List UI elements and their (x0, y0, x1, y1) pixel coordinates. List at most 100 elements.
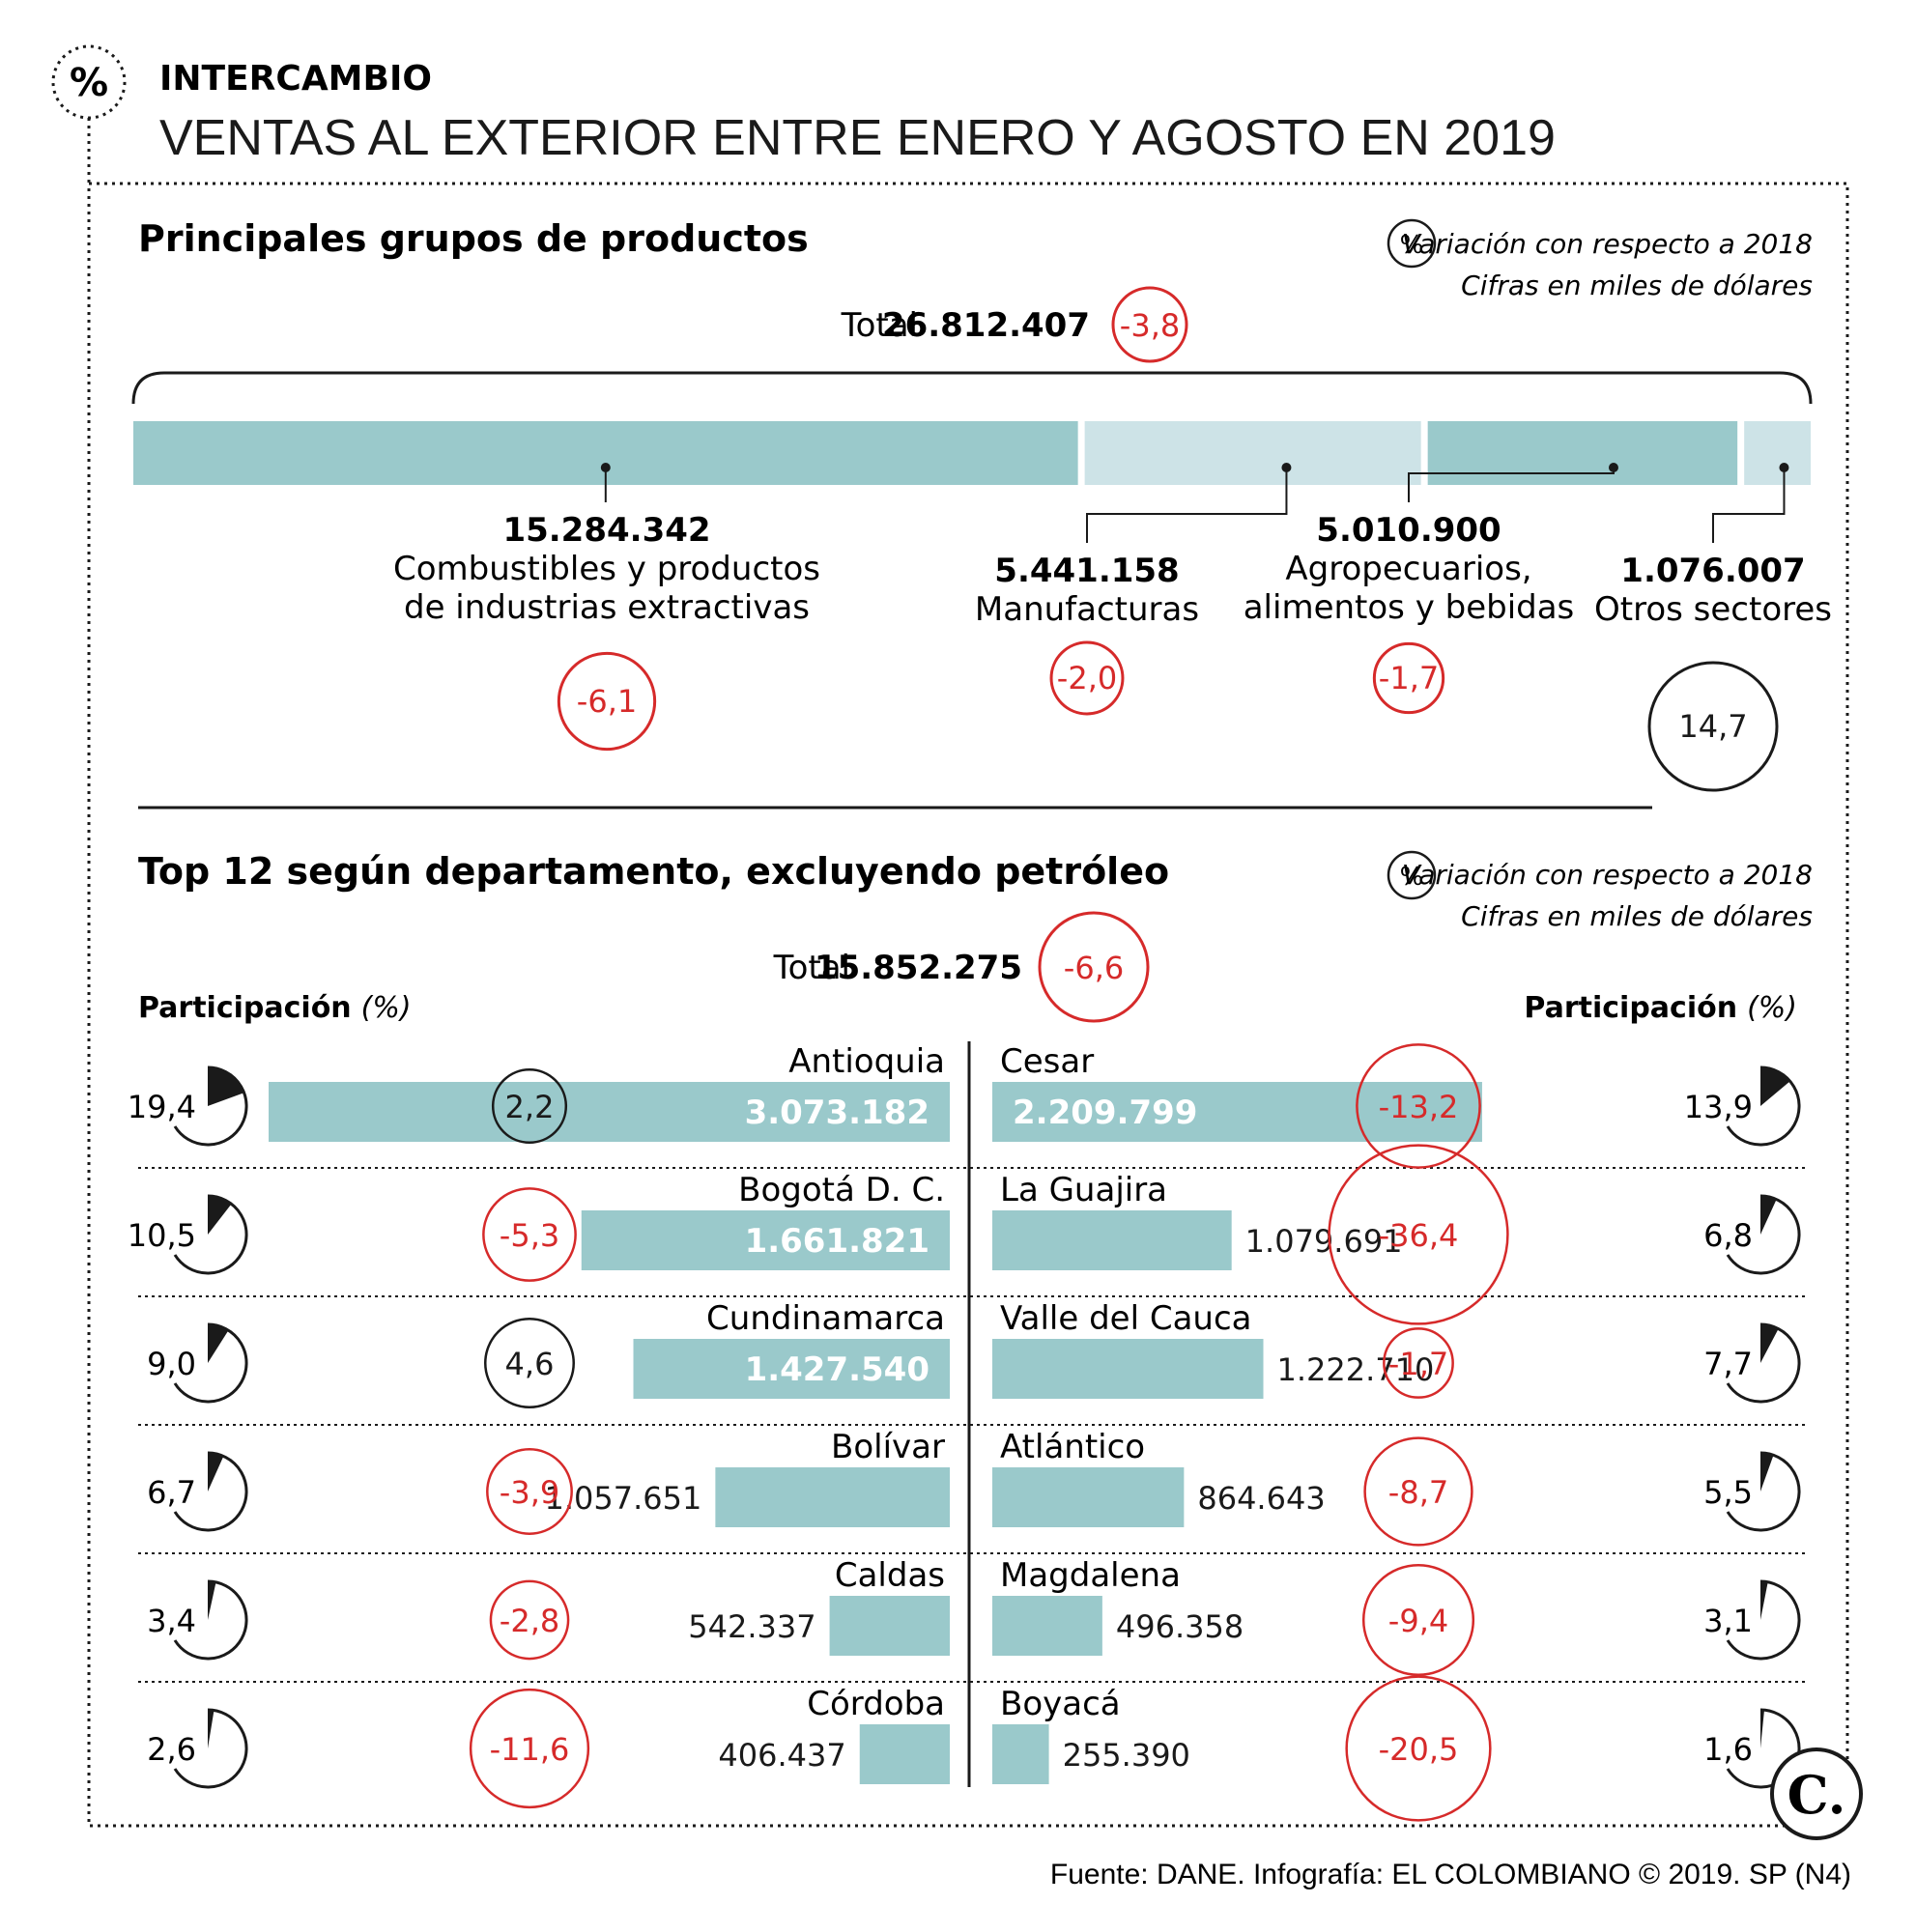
share-gauge-ring (1726, 1579, 1801, 1661)
department-value-label: 1.222.710 (1276, 1351, 1434, 1388)
share-label: 13,9 (1684, 1089, 1753, 1125)
share-label: 6,8 (1703, 1217, 1753, 1254)
legend-percent-icon (1387, 850, 1437, 900)
department-change-circle (1356, 1043, 1481, 1169)
product-category-label: Otros sectores (1594, 590, 1832, 629)
share-gauge-wedge (208, 1324, 229, 1363)
kicker: INTERCAMBIO (159, 59, 432, 99)
department-name: Bolívar (831, 1428, 945, 1466)
share-gauge-wedge (208, 1453, 224, 1492)
product-category-label: Agropecuarios, (1285, 550, 1531, 588)
department-name: Boyacá (1000, 1685, 1121, 1723)
department-bar (581, 1210, 950, 1270)
logo-letter: C. (1787, 1764, 1846, 1826)
share-gauge-ring (173, 1451, 248, 1532)
product-bar-segment (1744, 421, 1811, 485)
department-change-label: -9,4 (1388, 1603, 1448, 1639)
department-value-label: 1.079.691 (1245, 1223, 1403, 1260)
legend-percent-icon (1387, 218, 1437, 269)
product-change-label: 14,7 (1678, 708, 1747, 745)
share-gauge-wedge (1760, 1067, 1790, 1106)
department-value-label: 542.337 (688, 1608, 815, 1645)
leader-line (1712, 468, 1786, 543)
department-change-circle (491, 1067, 568, 1145)
share-gauge-wedge (208, 1580, 216, 1620)
department-change-label: -5,3 (500, 1217, 559, 1254)
departments-heading: Top 12 según departamento, excluyendo pe… (138, 850, 1169, 893)
department-value-label: 255.390 (1063, 1737, 1190, 1774)
share-gauge-wedge (208, 1709, 214, 1748)
departments-total-change: -6,6 (1064, 950, 1124, 986)
department-bar (992, 1467, 1185, 1527)
department-change-label: -2,8 (500, 1603, 559, 1639)
department-name: Valle del Cauca (1000, 1299, 1251, 1338)
department-bar (829, 1596, 950, 1656)
department-change-circle (1363, 1436, 1473, 1547)
department-name: Caldas (835, 1556, 945, 1595)
total-bracket (131, 371, 1813, 405)
header: % INTERCAMBIO VENTAS AL EXTERIOR ENTRE E… (51, 44, 1556, 184)
department-change-label: -11,6 (490, 1731, 570, 1768)
department-change-circle (484, 1318, 575, 1408)
share-gauge-ring (1726, 1322, 1801, 1404)
product-bar-segment (1427, 421, 1738, 485)
products-total-change-circle (1111, 286, 1188, 363)
share-gauge-wedge (208, 1067, 244, 1106)
departments-section-header: Top 12 según departamento, excluyendo pe… (138, 850, 1813, 1787)
department-value-label: 406.437 (718, 1737, 845, 1774)
source-note: Fuente: DANE. Infografía: EL COLOMBIANO … (1050, 1859, 1851, 1890)
share-label: 5,5 (1703, 1474, 1753, 1511)
department-bar (992, 1596, 1102, 1656)
share-label: 1,6 (1703, 1731, 1753, 1768)
department-bar (992, 1082, 1482, 1142)
product-value-label: 5.441.158 (994, 552, 1179, 590)
share-gauge-ring (173, 1708, 248, 1789)
product-change-circle (557, 651, 657, 752)
department-name: Cesar (1000, 1042, 1094, 1081)
share-gauge-wedge (1760, 1710, 1764, 1748)
legend-percent-symbol: % (1400, 863, 1424, 892)
share-label: 3,1 (1703, 1603, 1753, 1639)
product-category-label: Manufacturas (975, 590, 1199, 629)
department-value-label: 864.643 (1197, 1480, 1325, 1517)
products-total-change: -3,8 (1120, 307, 1180, 344)
leader-line (1408, 468, 1615, 502)
department-change-circle (486, 1448, 573, 1535)
department-change-label: -20,5 (1379, 1731, 1459, 1768)
product-value-label: 5.010.900 (1316, 511, 1501, 550)
share-label: 9,0 (147, 1346, 196, 1382)
product-category-label: alimentos y bebidas (1244, 588, 1575, 627)
share-label: 2,6 (147, 1731, 196, 1768)
department-name: Magdalena (1000, 1556, 1181, 1595)
department-change-circle (482, 1187, 577, 1282)
product-bar-segment (1084, 421, 1421, 485)
department-change-circle (1383, 1327, 1454, 1399)
department-value-label: 3.073.182 (745, 1094, 929, 1132)
department-value-label: 1.427.540 (745, 1350, 929, 1389)
department-value-label: 1.661.821 (745, 1222, 929, 1261)
percent-badge-symbol: % (70, 61, 108, 105)
department-bar (992, 1724, 1049, 1784)
leader-line (1086, 468, 1288, 543)
department-change-label: -36,4 (1379, 1217, 1459, 1254)
share-label-right: Participación (%) (1524, 991, 1797, 1025)
legend-percent-symbol: % (1400, 231, 1424, 260)
share-gauge-wedge (1760, 1196, 1777, 1235)
product-change-circle (1647, 661, 1779, 792)
products-section-header: Principales grupos de productos % Variac… (131, 217, 1813, 405)
share-gauge-ring (1726, 1194, 1801, 1275)
department-bar (633, 1339, 950, 1399)
share-gauge-wedge (1760, 1453, 1774, 1492)
department-change-label: -13,2 (1379, 1089, 1459, 1125)
legend-line-1: Variación con respecto a 2018 (1402, 859, 1813, 891)
department-change-label: -1,7 (1388, 1346, 1448, 1382)
share-label: 10,5 (128, 1217, 196, 1254)
department-change-label: 2,2 (505, 1089, 555, 1125)
product-change-circle (1049, 640, 1125, 716)
product-category-label: de industrias extractivas (404, 588, 810, 627)
department-name: Cundinamarca (706, 1299, 945, 1338)
department-change-circle (469, 1688, 590, 1809)
product-change-label: -1,7 (1379, 660, 1439, 696)
